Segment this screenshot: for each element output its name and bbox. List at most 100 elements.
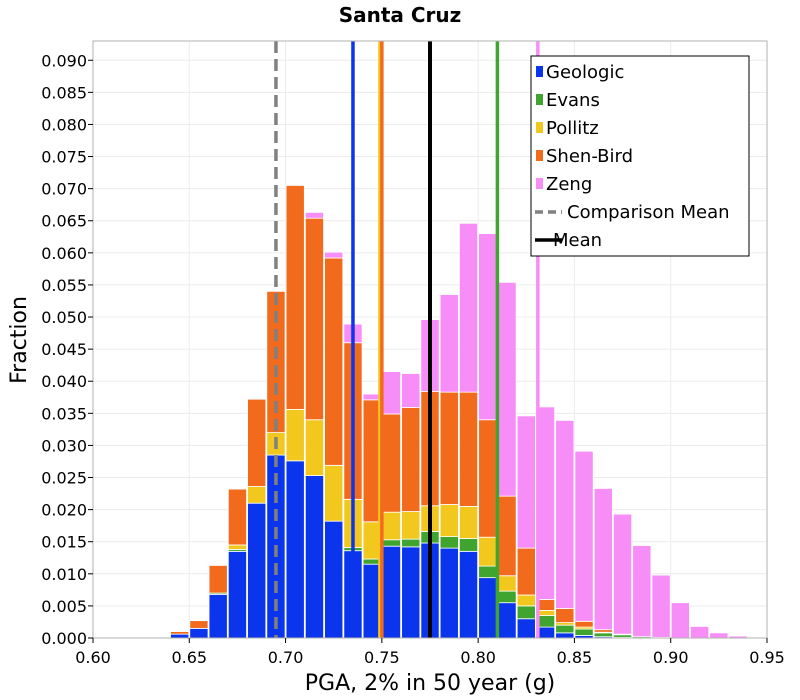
plot-frame	[92, 40, 768, 639]
bar-geologic	[247, 502, 267, 639]
bar-geologic	[458, 550, 479, 639]
bar-zeng	[632, 545, 652, 638]
bar-geologic	[324, 520, 344, 639]
bar-zeng	[651, 574, 671, 638]
bar-zeng	[497, 281, 517, 497]
bar-geologic	[381, 545, 402, 639]
bar-shen-bird	[574, 620, 594, 628]
bar-pollitz	[381, 511, 402, 541]
x-tick-label: 0.70	[268, 648, 304, 667]
legend-label-pollitz: Pollitz	[546, 118, 599, 139]
y-tick-label: 0.010	[41, 565, 87, 584]
bar-pollitz	[227, 544, 247, 550]
x-tick-label: 0.60	[75, 648, 111, 667]
bar-shen-bird	[189, 620, 209, 629]
x-tick-label: 0.80	[460, 648, 496, 667]
legend-label-geologic: Geologic	[546, 62, 624, 83]
bar-shen-bird	[555, 608, 575, 623]
bar-zeng	[690, 626, 710, 639]
legend-box	[530, 55, 750, 257]
bar-shen-bird	[266, 290, 286, 433]
bar-shen-bird	[170, 631, 190, 635]
legend-label-zeng: Zeng	[546, 174, 592, 195]
bar-geologic	[170, 633, 190, 639]
x-tick-label: 0.90	[653, 648, 689, 667]
bar-pollitz	[247, 486, 267, 504]
bar-zeng	[324, 251, 344, 259]
bar-shen-bird	[150, 636, 170, 638]
bar-evans	[478, 565, 498, 579]
bar-zeng	[439, 294, 459, 393]
bar-pollitz	[401, 511, 421, 540]
y-tick-label: 0.065	[41, 212, 87, 231]
bar-shen-bird	[285, 185, 305, 410]
bar-shen-bird	[458, 391, 479, 507]
bar-evans	[458, 538, 479, 552]
mean-lines	[274, 41, 540, 638]
y-tick-label: 0.000	[41, 629, 87, 648]
y-axis-title: Fraction	[7, 296, 32, 384]
bar-zeng	[670, 602, 690, 639]
legend-label-evans: Evans	[546, 90, 600, 111]
bar-pollitz	[458, 506, 479, 539]
legend-swatch-geologic	[536, 66, 543, 77]
bar-shen-bird	[324, 257, 344, 466]
bar-geologic	[516, 618, 536, 639]
y-tick-label: 0.015	[41, 533, 87, 552]
x-tick-label: 0.95	[749, 648, 785, 667]
bar-geologic	[227, 550, 247, 639]
legend: Geologic Evans Pollitz Shen-Bird Zeng Compari…	[530, 55, 750, 257]
legend-swatch-shen-bird	[536, 150, 543, 161]
bar-shen-bird	[208, 565, 228, 594]
bar-shen-bird	[227, 488, 247, 546]
y-tick-label: 0.060	[41, 244, 87, 263]
x-tick-label: 0.75	[364, 648, 400, 667]
bar-geologic	[478, 577, 498, 639]
bar-shen-bird	[247, 398, 267, 487]
bar-zeng	[401, 373, 421, 408]
bar-shen-bird	[304, 217, 324, 421]
y-tick-label: 0.045	[41, 340, 87, 359]
y-tick-label: 0.050	[41, 308, 87, 327]
bar-geologic	[285, 460, 305, 639]
x-axis-title: PGA, 2% in 50 year (g)	[305, 671, 556, 696]
bar-geologic	[401, 546, 421, 639]
legend-label-shen-bird: Shen-Bird	[546, 146, 633, 167]
y-tick-label: 0.085	[41, 83, 87, 102]
bar-zeng	[709, 632, 729, 639]
y-tick-label: 0.005	[41, 597, 87, 616]
bar-zeng	[593, 488, 613, 631]
bar-pollitz	[439, 504, 459, 537]
bar-zeng	[478, 233, 498, 421]
bar-pollitz	[285, 409, 305, 462]
x-tick-label: 0.65	[171, 648, 207, 667]
y-tick-label: 0.035	[41, 404, 87, 423]
bar-evans	[593, 632, 613, 638]
y-tick-label: 0.040	[41, 372, 87, 391]
bar-shen-bird	[497, 495, 517, 577]
chart-title: Santa Cruz	[339, 3, 462, 27]
bar-pollitz	[324, 464, 344, 522]
legend-label-mean: Mean	[553, 230, 602, 251]
y-tick-label: 0.075	[41, 148, 87, 167]
legend-swatch-pollitz	[536, 122, 543, 133]
y-tick-label: 0.080	[41, 115, 87, 134]
bar-zeng	[516, 415, 536, 549]
bar-geologic	[304, 475, 324, 639]
bar-evans	[574, 628, 594, 636]
bar-evans	[497, 590, 517, 604]
bar-zeng	[458, 222, 479, 393]
bar-evans	[516, 605, 536, 620]
bar-zeng	[304, 211, 324, 219]
bar-evans	[555, 624, 575, 634]
bar-geologic	[189, 627, 209, 639]
bar-zeng	[613, 513, 633, 635]
bar-geologic	[439, 547, 459, 639]
y-tick-label: 0.070	[41, 180, 87, 199]
bar-zeng	[381, 371, 402, 415]
bar-pollitz	[304, 419, 324, 476]
y-tick-label: 0.090	[41, 51, 87, 70]
bar-pollitz	[478, 536, 498, 567]
